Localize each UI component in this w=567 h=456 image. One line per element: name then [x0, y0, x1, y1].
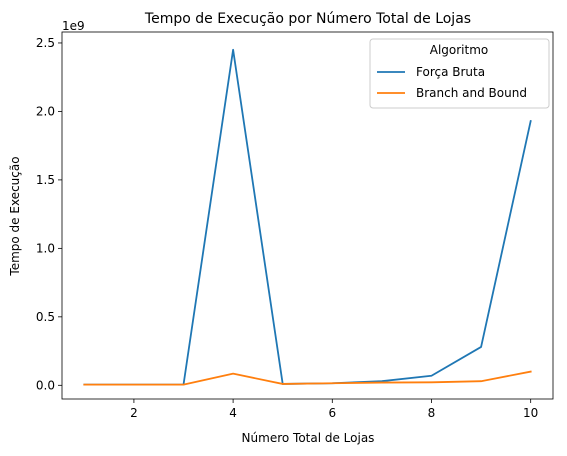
- legend-label-forca-bruta: Força Bruta: [416, 65, 485, 79]
- x-axis-label: Número Total de Lojas: [242, 431, 375, 445]
- y-axis: 0.0 0.5 1.0 1.5 2.0 2.5: [36, 36, 62, 392]
- y-tick-label: 2.5: [36, 36, 55, 50]
- legend: Algoritmo Força Bruta Branch and Bound: [369, 38, 550, 109]
- legend-label-branch-and-bound: Branch and Bound: [416, 86, 527, 100]
- x-tick-label: 10: [523, 406, 538, 420]
- legend-box: [369, 38, 550, 109]
- series-group: [83, 48, 532, 386]
- y-tick-label: 0.0: [36, 378, 55, 392]
- y-tick-label: 2.0: [36, 104, 55, 118]
- y-tick-label: 0.5: [36, 310, 55, 324]
- x-tick-label: 6: [328, 406, 336, 420]
- y-offset-label: 1e9: [62, 19, 85, 33]
- x-axis: 2 4 6 8 10: [130, 399, 538, 420]
- legend-title: Algoritmo: [430, 43, 489, 57]
- series-line-branch-and-bound: [83, 370, 532, 386]
- y-axis-label: Tempo de Execução: [8, 156, 22, 276]
- x-tick-label: 4: [229, 406, 237, 420]
- chart-title: Tempo de Execução por Número Total de Lo…: [144, 11, 471, 27]
- y-tick-label: 1.5: [36, 173, 55, 187]
- x-tick-label: 8: [428, 406, 436, 420]
- x-tick-label: 2: [130, 406, 138, 420]
- y-tick-label: 1.0: [36, 241, 55, 255]
